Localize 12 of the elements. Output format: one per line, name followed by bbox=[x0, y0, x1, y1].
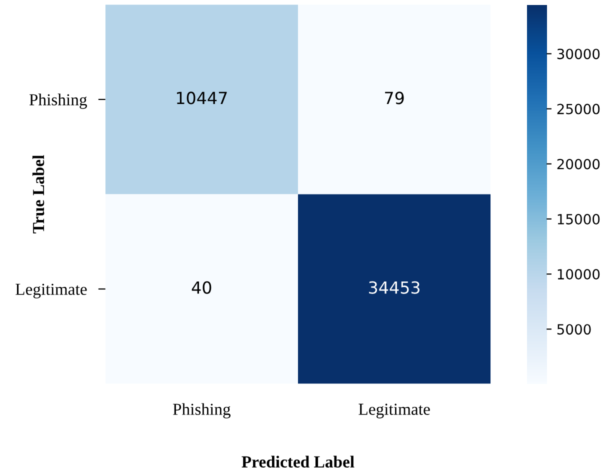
color-bar-label: 25000 bbox=[557, 104, 600, 114]
data-label: 10447 bbox=[176, 92, 227, 104]
data-label: 40 bbox=[192, 281, 212, 294]
color-bar-label: 15000 bbox=[558, 214, 600, 224]
x-axis-title: Predicted Label bbox=[242, 456, 354, 468]
color-bar-label: 10000 bbox=[558, 269, 600, 280]
color-bar-label: 30000 bbox=[557, 48, 600, 60]
color-bar-label: 20000 bbox=[557, 158, 600, 170]
data-label: 79 bbox=[385, 92, 404, 104]
color-bar-label: 5000 bbox=[557, 324, 591, 335]
data-label: 34453 bbox=[369, 281, 420, 294]
y-axis-title: True Label bbox=[32, 155, 44, 234]
